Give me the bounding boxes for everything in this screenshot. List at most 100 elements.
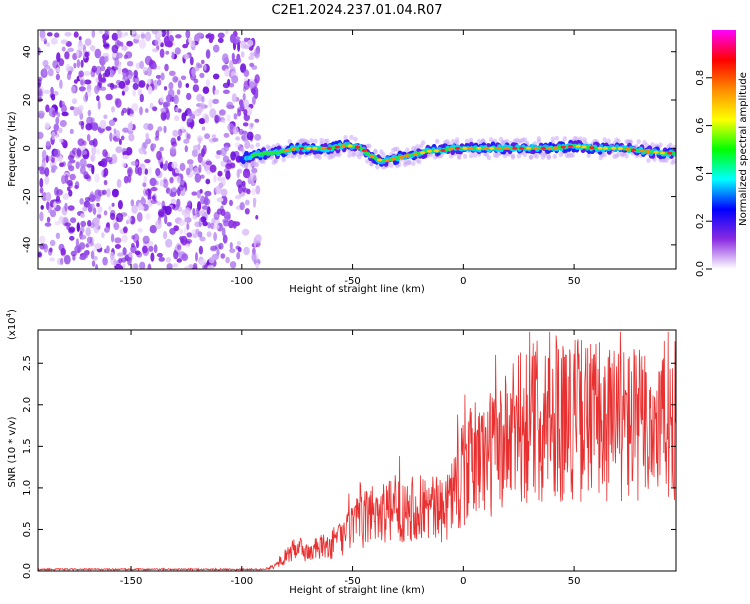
noise-point bbox=[130, 199, 135, 207]
noise-point bbox=[177, 80, 182, 89]
noise-point bbox=[114, 244, 121, 249]
noise-point bbox=[114, 57, 120, 67]
noise-point bbox=[165, 94, 173, 103]
signal-haze bbox=[417, 159, 422, 165]
noise-point bbox=[237, 109, 242, 117]
noise-point bbox=[198, 118, 206, 125]
noise-point bbox=[135, 78, 140, 83]
noise-point bbox=[251, 187, 256, 196]
noise-point bbox=[90, 155, 95, 163]
noise-point bbox=[225, 256, 230, 264]
noise-point bbox=[97, 210, 102, 215]
noise-point bbox=[80, 220, 87, 227]
noise-point bbox=[172, 75, 179, 83]
noise-point bbox=[194, 173, 201, 183]
noise-point bbox=[91, 165, 95, 175]
noise-point bbox=[229, 242, 233, 250]
noise-point bbox=[113, 222, 120, 231]
noise-point bbox=[150, 252, 155, 262]
noise-point bbox=[76, 50, 80, 58]
spectrogram-panel: -150 -100 -50 0 50 -40 -20 0 20 40 Height of str… bbox=[7, 29, 677, 295]
noise-point bbox=[60, 247, 66, 257]
noise-point bbox=[121, 161, 127, 168]
noise-point bbox=[94, 189, 102, 200]
signal-peak bbox=[440, 149, 446, 152]
noise-point bbox=[242, 122, 249, 127]
noise-point bbox=[46, 32, 53, 37]
noise-point bbox=[45, 155, 49, 164]
signal-haze bbox=[456, 154, 462, 159]
signal-core bbox=[501, 146, 506, 150]
noise-point bbox=[219, 109, 226, 116]
signal-peak bbox=[667, 151, 673, 155]
noise-point bbox=[246, 188, 251, 195]
noise-point bbox=[177, 135, 181, 141]
noise-point bbox=[242, 93, 246, 101]
noise-point bbox=[131, 103, 139, 112]
noise-point bbox=[191, 191, 198, 196]
signal-haze bbox=[325, 138, 330, 144]
noise-point bbox=[143, 141, 148, 149]
noise-point bbox=[115, 98, 122, 108]
noise-point bbox=[237, 246, 242, 253]
noise-point bbox=[69, 159, 76, 164]
noise-point bbox=[174, 94, 178, 101]
signal-core bbox=[268, 151, 273, 155]
noise-point bbox=[188, 264, 194, 269]
signal-haze bbox=[415, 144, 420, 150]
noise-point bbox=[111, 106, 115, 113]
bottom-y-tick-label: 1.0 bbox=[22, 480, 33, 496]
noise-point bbox=[248, 81, 255, 89]
noise-point bbox=[74, 245, 82, 254]
noise-point bbox=[202, 220, 208, 227]
top-y-tick-label: -20 bbox=[22, 188, 33, 204]
noise-point bbox=[232, 126, 239, 135]
noise-point bbox=[69, 235, 75, 241]
signal-peak bbox=[533, 146, 539, 150]
snr-series bbox=[38, 331, 676, 571]
noise-point bbox=[209, 164, 217, 173]
noise-point bbox=[214, 114, 219, 124]
signal-haze bbox=[528, 154, 534, 160]
noise-point bbox=[67, 179, 73, 187]
noise-point bbox=[132, 82, 139, 90]
noise-point bbox=[108, 68, 115, 78]
noise-point bbox=[158, 209, 165, 219]
signal-peak bbox=[496, 146, 502, 150]
noise-point bbox=[111, 32, 119, 41]
noise-point bbox=[192, 233, 198, 238]
signal-core bbox=[271, 151, 275, 155]
noise-point bbox=[61, 111, 69, 117]
noise-point bbox=[170, 198, 177, 205]
noise-point bbox=[157, 126, 163, 132]
noise-point bbox=[237, 42, 241, 52]
noise-point bbox=[169, 177, 174, 184]
noise-point bbox=[165, 257, 172, 263]
noise-point bbox=[214, 89, 220, 95]
noise-point bbox=[122, 127, 129, 133]
noise-point bbox=[51, 131, 56, 140]
noise-point bbox=[166, 40, 173, 48]
noise-point bbox=[95, 264, 99, 269]
noise-point bbox=[186, 232, 193, 238]
noise-point bbox=[75, 161, 80, 169]
noise-point bbox=[69, 173, 76, 181]
signal-haze bbox=[536, 139, 542, 144]
signal-peak bbox=[290, 147, 297, 151]
noise-point bbox=[244, 140, 251, 149]
noise-point bbox=[43, 243, 49, 253]
noise-point bbox=[160, 72, 165, 81]
noise-point bbox=[86, 236, 93, 244]
noise-point bbox=[113, 259, 117, 266]
noise-point bbox=[247, 39, 254, 47]
noise-point bbox=[123, 175, 129, 184]
noise-point bbox=[127, 215, 132, 224]
noise-point bbox=[248, 55, 255, 60]
noise-point bbox=[229, 248, 236, 253]
noise-point bbox=[84, 79, 92, 85]
noise-point bbox=[44, 175, 50, 185]
noise-point bbox=[111, 188, 119, 198]
noise-point bbox=[203, 87, 209, 94]
signal-peak bbox=[602, 146, 609, 150]
